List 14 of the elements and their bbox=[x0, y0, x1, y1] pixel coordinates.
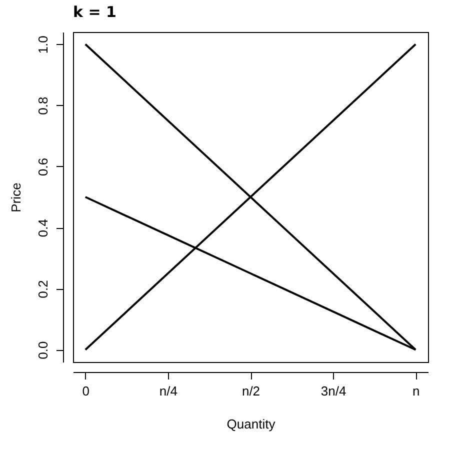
x-tick-label: n/2 bbox=[242, 384, 260, 398]
y-tick-label: 1.0 bbox=[36, 36, 50, 54]
x-tick-label: n/4 bbox=[159, 384, 178, 398]
y-tick-label: 0.0 bbox=[36, 341, 50, 360]
x-tick-label: 3n/4 bbox=[320, 384, 346, 398]
x-axis-title: Quantity bbox=[226, 416, 276, 432]
y-tick-label: 0.2 bbox=[36, 280, 50, 298]
chart-title: k = 1 bbox=[73, 3, 116, 21]
x-tick-label: n bbox=[412, 384, 420, 398]
y-tick-label: 0.4 bbox=[36, 219, 50, 238]
y-axis-title: Price bbox=[8, 182, 24, 212]
y-tick-label: 0.6 bbox=[36, 158, 50, 176]
y-tick-label: 0.8 bbox=[36, 96, 50, 115]
x-tick-label: 0 bbox=[82, 384, 90, 398]
